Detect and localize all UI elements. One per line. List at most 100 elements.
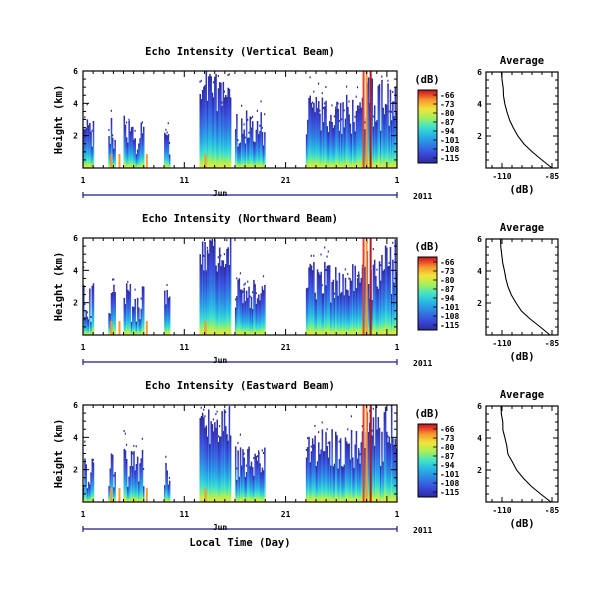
heatmap-speck — [356, 274, 359, 277]
heatmap-speck — [381, 75, 383, 78]
heatmap-column — [360, 277, 363, 335]
heatmap-column — [135, 321, 138, 335]
heatmap-column — [309, 263, 312, 335]
heatmap-column — [349, 280, 352, 335]
heatmap-column — [242, 449, 244, 502]
heatmap-column — [205, 271, 208, 335]
heatmap-column — [361, 267, 364, 335]
heatmap-column — [165, 134, 167, 168]
heatmap-column — [168, 154, 171, 168]
heatmap-speck — [223, 90, 225, 93]
panel-0: Echo Intensity (Vertical Beam) 6 4 2 Height … — [53, 46, 559, 201]
heatmap-speck — [390, 110, 393, 113]
heatmap-column — [200, 99, 203, 168]
y-tick-label: 2 — [73, 299, 78, 308]
heatmap-column — [393, 116, 395, 168]
heatmap-column — [367, 284, 370, 335]
heatmap-speck — [376, 268, 378, 271]
heatmap-column — [85, 310, 87, 335]
heatmap-column — [229, 97, 232, 168]
heatmap-column — [110, 117, 113, 168]
heatmap-speck — [239, 272, 241, 275]
profile-title: Average — [500, 55, 544, 67]
heatmap-speck — [212, 418, 215, 421]
heatmap-column — [129, 284, 132, 335]
heatmap-column — [356, 278, 359, 335]
heatmap-column — [87, 481, 90, 502]
heatmap-column — [199, 254, 201, 335]
heatmap-column — [254, 142, 256, 168]
heatmap-column — [216, 419, 219, 502]
heatmap-column — [354, 265, 356, 335]
heatmap-speck — [259, 124, 261, 127]
heatmap-column — [135, 154, 138, 168]
heatmap-speck — [133, 444, 135, 447]
heatmap-column — [83, 128, 85, 168]
heatmap-speck — [315, 96, 317, 99]
heatmap-speck — [260, 293, 262, 296]
heatmap-column — [218, 82, 221, 168]
profile-x-label: (dB) — [509, 518, 534, 530]
heatmap-column — [108, 313, 110, 335]
heatmap-column — [320, 130, 322, 168]
heatmap-column — [364, 448, 366, 502]
heatmap-speck — [325, 268, 327, 271]
heatmap-column — [113, 148, 115, 168]
heatmap-speck — [91, 129, 93, 132]
heatmap-speck — [140, 297, 142, 300]
heatmap-column — [349, 459, 352, 502]
colorbar-unit: (dB) — [414, 74, 439, 86]
heatmap-speck — [111, 134, 114, 137]
heatmap-speck — [333, 292, 335, 295]
heatmap-column — [222, 260, 225, 335]
heatmap-column — [111, 292, 114, 335]
heatmap-speck — [335, 106, 337, 109]
heatmap-column — [203, 270, 205, 335]
heatmap-speck — [209, 444, 211, 447]
heatmap-speck — [108, 128, 110, 131]
colorbar-tick-label: -94 — [440, 294, 455, 303]
heatmap-column — [388, 436, 391, 502]
heatmap-column — [83, 487, 85, 502]
colorbar — [417, 423, 438, 498]
heatmap-column — [91, 285, 94, 335]
y-axis-label: Height (km) — [53, 419, 65, 489]
heatmap-column — [90, 131, 92, 168]
hot-streak — [362, 71, 365, 168]
profile-frame — [485, 71, 559, 169]
heatmap-speck — [382, 107, 384, 110]
heatmap-speck — [226, 239, 228, 242]
heatmap-speck — [135, 445, 137, 448]
heatmap-column — [247, 448, 249, 502]
heatmap-column — [328, 121, 331, 168]
heatmap-speck — [236, 277, 238, 280]
heatmap-speck — [239, 433, 241, 436]
heatmap-speck — [228, 73, 230, 76]
heatmap-speck — [358, 105, 360, 108]
heatmap-column — [218, 436, 221, 502]
heatmap-speck — [264, 113, 266, 116]
heatmap-speck — [359, 282, 361, 285]
heatmap-column — [243, 129, 245, 168]
heatmap-column — [217, 88, 220, 168]
heatmap-speck — [166, 131, 168, 134]
heatmap-column — [319, 113, 321, 168]
colorbar-tick-label: -73 — [440, 100, 455, 109]
profile-y-tick-label: 2 — [477, 132, 482, 141]
heatmap-speck — [200, 406, 202, 409]
heatmap-column — [253, 475, 255, 502]
heatmap-column — [371, 300, 373, 335]
heatmap-column — [238, 278, 241, 335]
heatmap-speck — [372, 407, 374, 410]
heatmap-column — [210, 421, 212, 502]
heatmap-speck — [203, 408, 205, 411]
heatmap-column — [382, 270, 384, 335]
heatmap-column — [123, 297, 126, 335]
heatmap-speck — [124, 432, 126, 435]
heatmap-column — [308, 436, 310, 502]
heatmap-column — [248, 137, 250, 168]
heatmap-column — [333, 125, 336, 168]
heatmap-column — [381, 254, 383, 335]
heatmap-column — [320, 449, 322, 502]
heatmap-column — [394, 438, 397, 502]
